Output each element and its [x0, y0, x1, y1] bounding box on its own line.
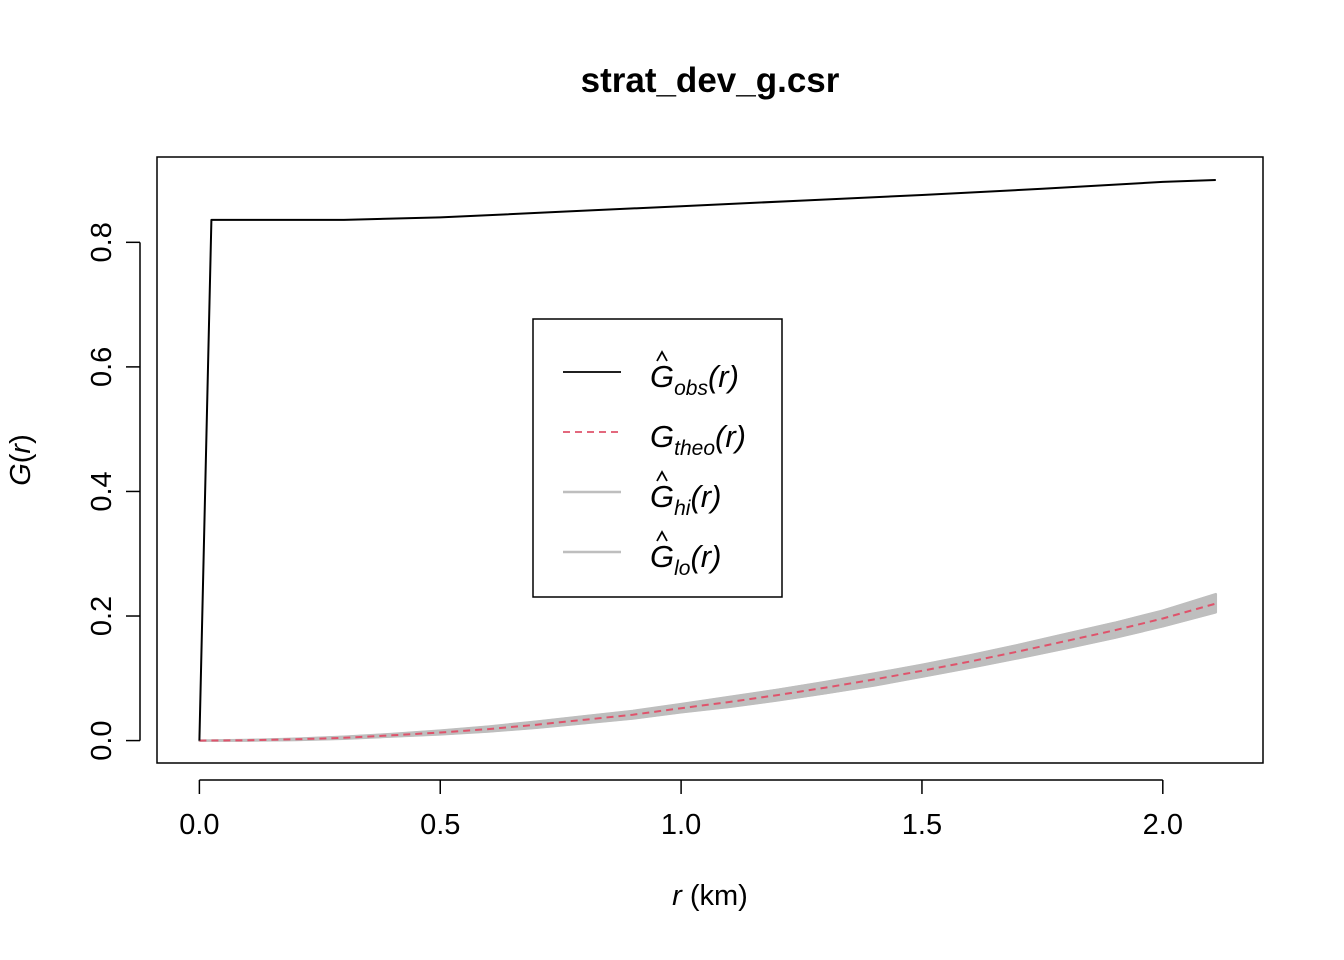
legend-hat-accent: [656, 530, 668, 542]
legend-subscript: hi: [674, 497, 692, 520]
series-line-g-obs-r: [198, 179, 1216, 741]
y-tick-label: 0.8: [86, 222, 118, 262]
legend-label: Gobs(r): [650, 359, 739, 400]
y-axis-argument: r: [5, 443, 37, 454]
y-axis-label: G(r): [5, 434, 37, 486]
legend-argument: (r): [690, 539, 721, 574]
y-axis-close-paren: ): [5, 434, 37, 444]
x-tick-label: 0.0: [179, 809, 219, 841]
y-tick-label: 0.6: [86, 347, 118, 387]
legend-symbol: G: [650, 539, 674, 574]
x-tick-label: 2.0: [1143, 809, 1183, 841]
legend-argument: (r): [708, 359, 739, 394]
legend-subscript: obs: [674, 377, 708, 400]
y-tick-label: 0.2: [86, 596, 118, 636]
series-line-g-hi-r: [199, 593, 1217, 742]
legend-argument: (r): [690, 479, 721, 514]
legend-hat-accent: [656, 350, 668, 362]
legend-subscript: lo: [674, 557, 691, 580]
legend-label: Gtheo(r): [650, 419, 746, 460]
y-axis-symbol: G: [5, 463, 37, 486]
legend-symbol: G: [650, 359, 674, 394]
legend-items: Gobs(r)Gtheo(r)Ghi(r)Glo(r): [563, 350, 746, 580]
series-line-g-lo-r: [199, 611, 1217, 742]
legend-subscript: theo: [674, 437, 715, 460]
x-axis-variable: r: [672, 880, 683, 912]
legend-hat-accent: [656, 470, 668, 482]
plot-frame: [156, 156, 1264, 764]
x-tick-label: 1.5: [902, 809, 942, 841]
x-axis: 0.0 0.5 1.0 1.5 2.0: [179, 779, 1183, 841]
y-axis: 0.0 0.2 0.4 0.6 0.8: [86, 222, 141, 761]
y-axis-open-paren: (: [5, 453, 37, 463]
legend-label: Glo(r): [650, 539, 721, 580]
x-tick-label: 1.0: [661, 809, 701, 841]
series-line-g-theo-r: [199, 602, 1217, 742]
legend-symbol: G: [650, 479, 674, 514]
legend-argument: (r): [715, 419, 746, 454]
legend-symbol: G: [650, 419, 674, 454]
series-layer: [198, 179, 1218, 742]
y-tick-label: 0.0: [86, 720, 118, 760]
legend-label: Ghi(r): [650, 479, 721, 520]
x-tick-label: 0.5: [420, 809, 460, 841]
x-axis-label: r (km): [672, 880, 748, 912]
legend: Gobs(r)Gtheo(r)Ghi(r)Glo(r): [532, 318, 783, 598]
legend-box: [532, 318, 783, 598]
chart-title: strat_dev_g.csr: [581, 61, 840, 100]
y-tick-label: 0.4: [86, 471, 118, 511]
x-axis-unit: (km): [682, 880, 748, 912]
